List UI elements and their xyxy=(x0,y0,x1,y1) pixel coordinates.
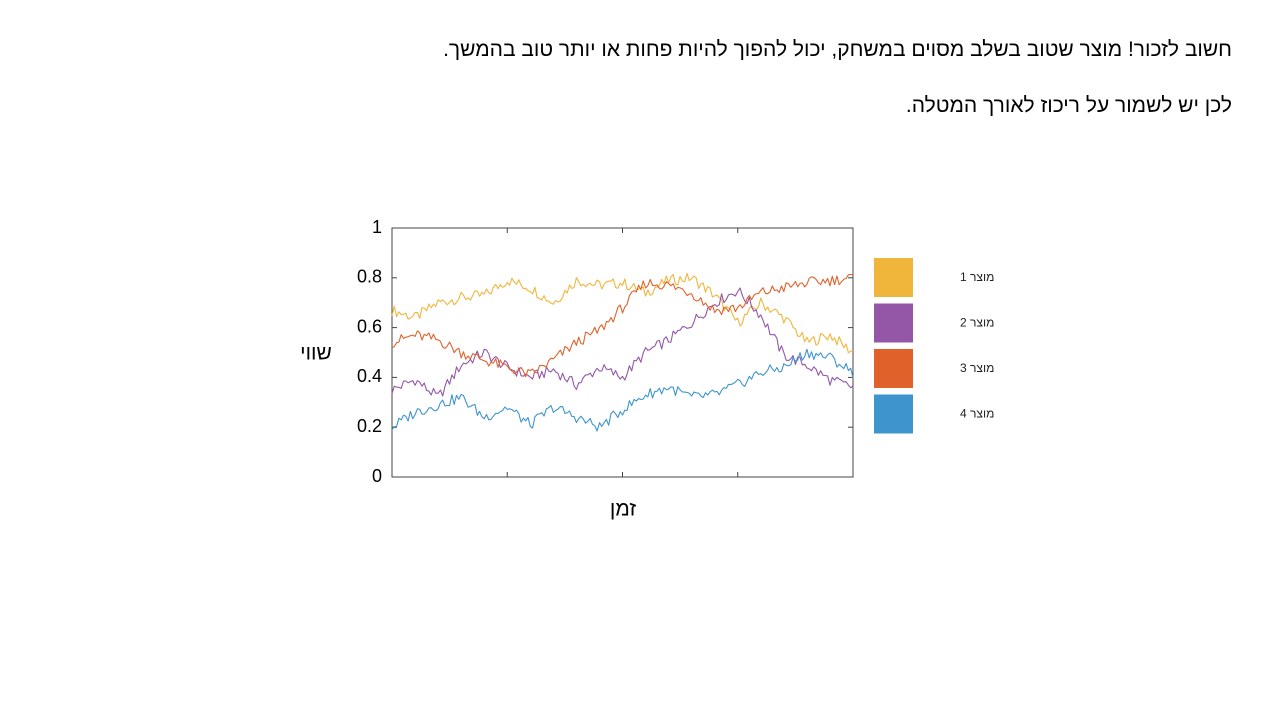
series-line-2 xyxy=(391,287,854,397)
legend-swatch-2 xyxy=(874,303,913,343)
legend-swatch-4 xyxy=(874,394,913,434)
chart-series xyxy=(391,272,854,432)
slide-line-1: חשוב לזכור! מוצר שטוב בשלב מסוים במשחק, … xyxy=(443,38,1232,61)
y-tick-label: 0.8 xyxy=(357,267,382,287)
slide-line-2: לכן יש לשמור על ריכוז לאורך המטלה. xyxy=(905,94,1232,117)
chart-axes: 0 0.2 0.4 0.6 0.8 1 xyxy=(357,217,854,486)
legend-label-3: מוצר 3 xyxy=(960,361,994,375)
slide-text: חשוב לזכור! מוצר שטוב בשלב מסוים במשחק, … xyxy=(332,36,1232,148)
y-tick-label: 0 xyxy=(372,466,382,486)
legend-swatch-3 xyxy=(874,349,913,388)
y-axis-title: שווי xyxy=(300,342,332,365)
legend-swatch-1 xyxy=(874,258,913,297)
x-axis-title: זמן xyxy=(610,498,636,521)
y-tick-label: 0.6 xyxy=(357,316,382,336)
y-tick-label: 1 xyxy=(372,217,382,237)
legend-label-4: מוצר 4 xyxy=(960,407,994,421)
series-line-4 xyxy=(391,348,854,432)
chart-legend: מוצר 1 מוצר 2 מוצר 3 מוצר 4 xyxy=(874,258,994,434)
legend-label-2: מוצר 2 xyxy=(960,316,994,330)
y-tick-label: 0.2 xyxy=(357,416,382,436)
series-line-1 xyxy=(391,272,854,354)
legend-label-1: מוצר 1 xyxy=(960,270,994,284)
series-line-3 xyxy=(391,273,854,378)
y-tick-label: 0.4 xyxy=(357,366,382,386)
